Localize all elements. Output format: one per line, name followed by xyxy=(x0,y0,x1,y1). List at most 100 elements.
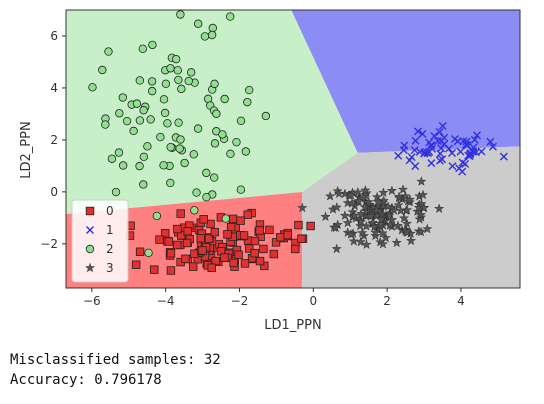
point-class-2 xyxy=(114,148,124,157)
point-class-1 xyxy=(430,132,439,141)
point-class-0 xyxy=(198,246,207,255)
x-tick-label: 0 xyxy=(309,294,317,308)
misclassified-output: Misclassified samples: 32 xyxy=(10,352,221,368)
point-class-3 xyxy=(385,219,396,229)
point-class-3 xyxy=(416,176,427,186)
point-class-2 xyxy=(189,150,198,159)
point-class-2 xyxy=(111,187,121,197)
point-class-1 xyxy=(407,153,416,162)
point-class-2 xyxy=(221,214,231,223)
point-class-2 xyxy=(152,211,162,221)
point-class-3 xyxy=(383,201,394,211)
accuracy-output: Accuracy: 0.796178 xyxy=(10,372,162,388)
point-class-0 xyxy=(220,253,229,262)
point-class-2 xyxy=(135,76,145,85)
point-class-2 xyxy=(220,94,229,104)
point-class-1 xyxy=(440,133,449,142)
point-class-2 xyxy=(101,120,110,129)
point-class-2 xyxy=(98,65,107,75)
point-class-3 xyxy=(348,235,359,246)
point-class-2 xyxy=(115,109,124,118)
point-class-0 xyxy=(245,244,254,253)
region-3 xyxy=(302,146,520,288)
point-class-2 xyxy=(193,124,203,133)
point-class-3 xyxy=(359,201,370,212)
point-class-3 xyxy=(392,220,403,231)
point-class-3 xyxy=(339,210,350,220)
legend-label-3: 3 xyxy=(106,261,114,275)
point-class-3 xyxy=(378,195,389,206)
point-class-1 xyxy=(423,148,432,157)
point-class-0 xyxy=(260,261,269,271)
point-class-2 xyxy=(175,144,184,153)
point-class-1 xyxy=(448,162,457,171)
point-class-0 xyxy=(161,229,170,238)
point-class-0 xyxy=(164,237,174,246)
point-class-3 xyxy=(384,210,395,220)
point-class-1 xyxy=(469,143,478,152)
point-class-3 xyxy=(360,185,371,195)
legend-label-2: 2 xyxy=(106,242,114,256)
point-class-0 xyxy=(176,209,185,218)
x-tick-label: 2 xyxy=(383,294,391,308)
point-class-0 xyxy=(250,248,259,258)
legend-marker-0 xyxy=(85,206,95,216)
point-class-2 xyxy=(261,111,271,121)
point-class-2 xyxy=(226,12,235,21)
point-class-1 xyxy=(488,142,497,151)
point-class-2 xyxy=(160,108,170,118)
point-class-2 xyxy=(166,178,175,188)
point-class-0 xyxy=(250,236,260,246)
point-class-2 xyxy=(236,116,246,125)
point-class-0 xyxy=(234,250,243,259)
point-class-0 xyxy=(183,226,192,236)
point-class-2 xyxy=(166,142,175,152)
point-class-2 xyxy=(184,76,193,86)
plot-frame xyxy=(65,9,521,289)
point-class-3 xyxy=(325,190,336,201)
point-class-1 xyxy=(472,148,481,157)
point-class-2 xyxy=(147,77,157,86)
point-class-3 xyxy=(398,212,410,223)
point-class-1 xyxy=(499,152,508,161)
point-class-3 xyxy=(367,217,378,228)
point-class-0 xyxy=(271,238,281,247)
x-axis-label: LD1_PPN xyxy=(264,318,321,333)
point-class-0 xyxy=(239,231,249,240)
point-class-3 xyxy=(416,198,427,209)
point-class-2 xyxy=(135,116,145,125)
point-class-3 xyxy=(357,227,368,238)
point-class-1 xyxy=(448,149,457,158)
y-axis-label: LD2_PPN xyxy=(19,121,34,178)
point-class-1 xyxy=(400,141,409,150)
point-class-2 xyxy=(107,154,117,163)
y-tick-label: 0 xyxy=(50,185,58,199)
point-class-2 xyxy=(161,79,171,89)
point-class-0 xyxy=(294,220,303,230)
point-class-1 xyxy=(461,159,470,168)
point-class-3 xyxy=(320,211,331,222)
point-class-2 xyxy=(218,130,227,139)
point-class-2 xyxy=(163,119,172,128)
point-class-3 xyxy=(401,226,412,237)
y-tick-label: −2 xyxy=(40,237,58,251)
point-class-2 xyxy=(180,158,189,168)
point-class-0 xyxy=(226,223,236,232)
point-class-2 xyxy=(139,152,149,162)
point-class-2 xyxy=(156,132,165,142)
x-tick-label: 4 xyxy=(457,294,465,308)
point-class-2 xyxy=(144,248,153,258)
point-class-2 xyxy=(208,23,217,33)
point-class-2 xyxy=(194,19,203,28)
point-class-1 xyxy=(435,128,444,137)
point-class-0 xyxy=(265,225,274,235)
legend-box xyxy=(71,199,129,283)
legend-marker-1 xyxy=(86,226,94,234)
point-class-3 xyxy=(422,223,433,234)
point-class-1 xyxy=(436,149,445,158)
point-class-0 xyxy=(276,233,285,242)
point-class-3 xyxy=(397,184,409,194)
point-class-1 xyxy=(427,141,436,150)
point-class-1 xyxy=(464,151,473,160)
point-class-2 xyxy=(132,99,142,108)
